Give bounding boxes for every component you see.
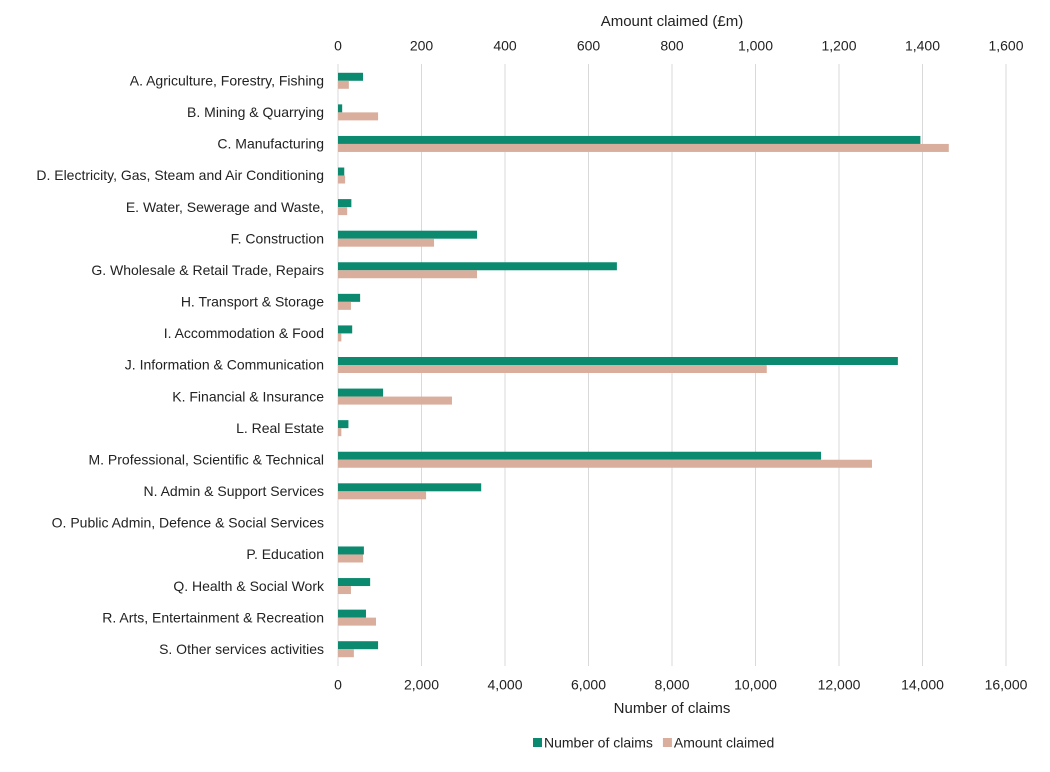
bar [338,459,872,468]
y-tick-label: S. Other services activities [159,641,324,657]
x-tick-label: 2,000 [404,677,439,693]
bar [338,451,822,460]
x2-tick-label: 0 [334,38,342,54]
y-tick-label: H. Transport & Storage [181,294,324,310]
bar [338,175,346,184]
bar [338,238,435,247]
y-tick-label: M. Professional, Scientific & Technical [88,451,324,467]
x2-tick-label: 1,200 [821,38,856,54]
bar [338,325,353,334]
bar [338,199,352,208]
bar [338,365,767,373]
y-tick-label: I. Accommodation & Food [164,325,324,341]
legend-swatch [662,738,672,747]
y-tick-label: A. Agriculture, Forestry, Fishing [130,72,324,88]
y-tick-label: Q. Health & Social Work [173,578,325,594]
x-tick-label: 10,000 [734,677,777,693]
bar [338,104,343,113]
x2-axis-title: Amount claimed (£m) [601,13,744,30]
y-tick-label: R. Arts, Entertainment & Recreation [102,609,324,625]
x-tick-label: 14,000 [901,677,944,693]
bar [338,112,379,121]
bar [338,333,342,342]
bar [338,135,921,144]
bar [338,420,349,429]
x-tick-label: 6,000 [571,677,606,693]
y-tick-label: B. Mining & Quarrying [187,104,324,120]
bar [338,428,342,437]
bar [338,357,898,365]
bar [338,301,351,310]
y-tick-label: F. Construction [231,230,324,246]
x-tick-label: 12,000 [818,677,861,693]
bar [338,270,478,279]
bar [338,388,384,397]
bar [338,483,482,492]
bar [338,609,366,618]
x-tick-label: 16,000 [985,677,1028,693]
y-tick-label: P. Education [246,546,324,562]
bar [338,396,452,405]
bar [338,72,364,81]
y-tick-label: C. Manufacturing [217,136,324,152]
x-axis-title: Number of claims [614,700,731,717]
x2-tick-label: 200 [410,38,434,54]
y-tick-label: O. Public Admin, Defence & Social Servic… [52,515,324,531]
x2-tick-label: 1,000 [738,38,773,54]
x2-tick-label: 1,600 [988,38,1023,54]
y-tick-label: J. Information & Communication [125,357,324,373]
bar [338,578,371,587]
y-tick-label: G. Wholesale & Retail Trade, Repairs [91,262,324,278]
x2-tick-label: 600 [577,38,601,54]
bar [338,617,376,626]
legend-swatch [533,738,542,747]
bar [338,80,349,89]
x-tick-label: 4,000 [487,677,522,693]
bar [338,641,379,650]
bar [338,207,348,216]
bar [338,554,364,563]
x2-tick-label: 400 [493,38,517,54]
x-tick-label: 0 [334,677,342,693]
bar [338,230,478,239]
y-tick-label: K. Financial & Insurance [172,388,324,404]
legend-label: Amount claimed [674,735,774,751]
y-tick-label: D. Electricity, Gas, Steam and Air Condi… [36,167,324,183]
x2-tick-label: 800 [660,38,684,54]
bar [338,491,427,500]
bar [338,262,617,271]
bar [338,546,364,555]
legend-label: Number of claims [544,735,653,751]
bar [338,586,351,595]
bar [338,293,361,302]
y-tick-label: N. Admin & Support Services [143,483,324,499]
bar [338,649,354,658]
bar [338,143,949,152]
x-tick-label: 8,000 [654,677,689,693]
y-tick-label: L. Real Estate [236,420,324,436]
y-tick-label: E. Water, Sewerage and Waste, [126,199,324,215]
bar [338,167,345,176]
x2-tick-label: 1,400 [905,38,940,54]
